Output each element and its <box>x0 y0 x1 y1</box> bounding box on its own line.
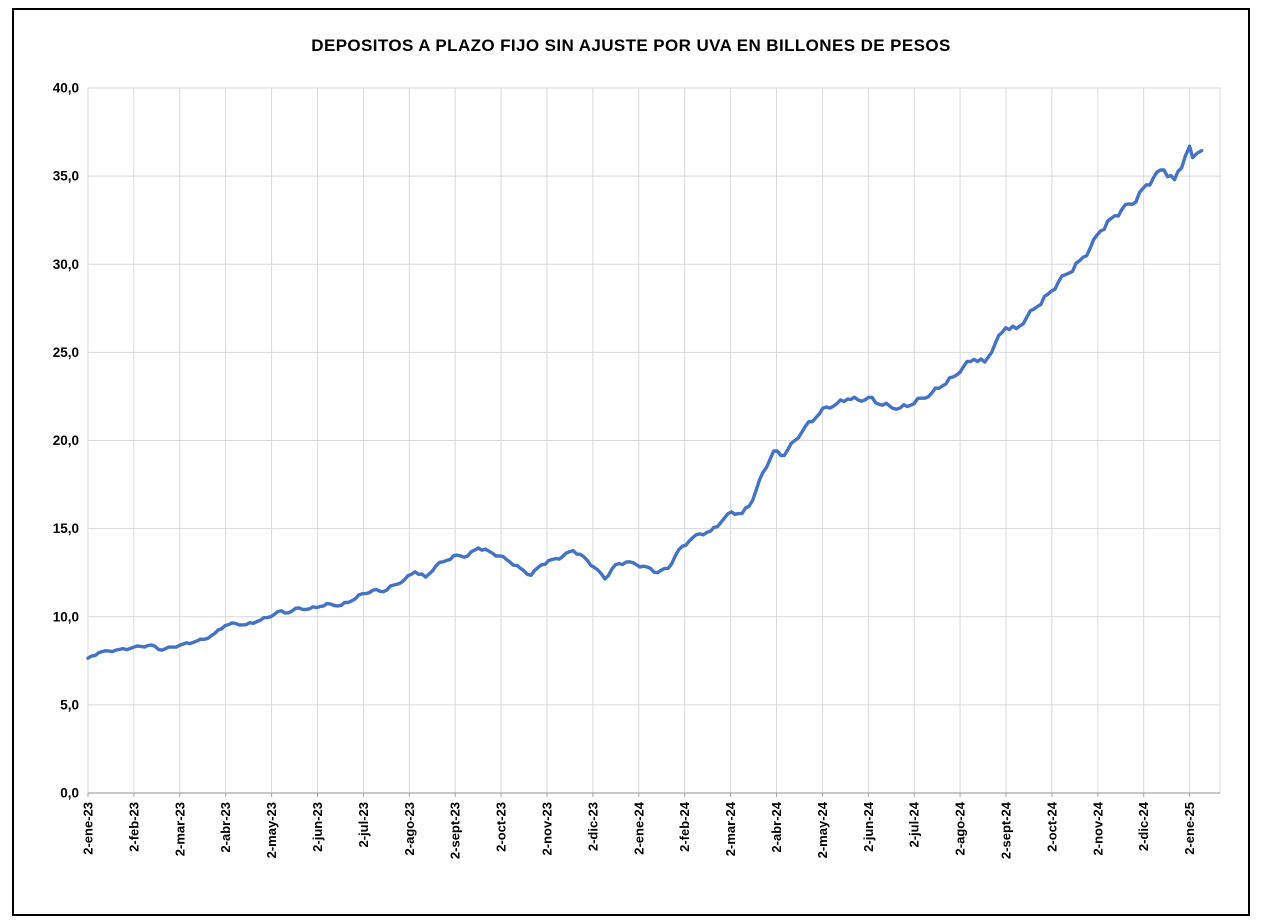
y-tick-label: 10,0 <box>53 609 79 624</box>
x-tick-label: 2-abr-23 <box>218 802 233 853</box>
x-tick-label: 2-dic-23 <box>585 802 600 851</box>
x-tick-label: 2-nov-23 <box>540 802 555 855</box>
x-tick-label: 2-sept-23 <box>448 802 463 859</box>
y-tick-label: 0,0 <box>60 786 79 801</box>
y-tick-label: 35,0 <box>53 169 79 184</box>
x-tick-label: 2-mar-23 <box>172 802 187 856</box>
x-tick-label: 2-oct-24 <box>1044 801 1059 852</box>
x-tick-label: 2-jun-23 <box>310 802 325 852</box>
x-tick-label: 2-feb-23 <box>126 802 141 852</box>
x-tick-label: 2-jun-24 <box>861 801 876 852</box>
x-tick-label: 2-dic-24 <box>1136 801 1151 851</box>
x-tick-label: 2-ene-23 <box>81 802 96 855</box>
x-tick-label: 2-mar-24 <box>723 801 738 856</box>
x-tick-label: 2-may-24 <box>815 801 830 858</box>
deposits-series-line <box>86 144 1204 660</box>
x-tick-label: 2-jul-23 <box>356 802 371 848</box>
x-tick-label: 2-ene-24 <box>631 801 646 855</box>
x-tick-label: 2-jul-24 <box>907 801 922 847</box>
x-tick-label: 2-sept-24 <box>999 801 1014 859</box>
y-tick-label: 20,0 <box>53 433 79 448</box>
x-tick-label: 2-may-23 <box>264 802 279 858</box>
y-tick-label: 15,0 <box>53 521 79 536</box>
y-tick-label: 5,0 <box>60 697 79 712</box>
chart-title: DEPOSITOS A PLAZO FIJO SIN AJUSTE POR UV… <box>311 36 951 55</box>
x-tick-label: 2-abr-24 <box>769 801 784 852</box>
x-tick-label: 2-nov-24 <box>1090 801 1105 855</box>
x-tick-label: 2-feb-24 <box>677 801 692 852</box>
y-tick-label: 25,0 <box>53 345 79 360</box>
y-tick-label: 40,0 <box>53 81 79 96</box>
x-tick-label: 2-ene-25 <box>1182 802 1197 855</box>
x-tick-label: 2-ago-23 <box>402 802 417 855</box>
chart-outer-frame <box>12 8 1250 916</box>
x-tick-label: 2-ago-24 <box>953 801 968 855</box>
x-tick-label: 2-oct-23 <box>494 802 509 852</box>
y-tick-label: 30,0 <box>53 257 79 272</box>
